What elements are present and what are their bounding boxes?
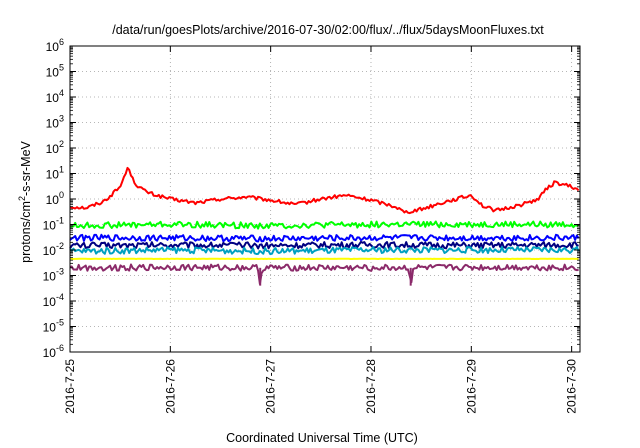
chart-title: /data/run/goesPlots/archive/2016-07-30/0… — [112, 23, 544, 37]
y-tick-label: 10-6 — [43, 343, 64, 360]
y-axis-title: protons/cm2-s-sr-MeV — [17, 140, 33, 262]
y-tick-label: 10-2 — [43, 241, 64, 258]
x-tick-label: 2016-7-25 — [63, 359, 77, 414]
series-line-2 — [69, 220, 580, 230]
y-tick-label: 106 — [46, 37, 64, 54]
series-line-1 — [69, 166, 580, 215]
series-line-7 — [69, 263, 579, 285]
y-axis-title-rest: -s-sr-MeV — [19, 140, 33, 196]
x-tick-label: 2016-7-27 — [264, 359, 278, 414]
y-tick-label: 100 — [46, 190, 64, 207]
series-line-4 — [69, 240, 579, 250]
y-tick-label: 103 — [46, 114, 64, 131]
y-tick-label: 101 — [46, 165, 64, 182]
series-line-5 — [69, 245, 580, 256]
x-tick-label: 2016-7-26 — [163, 359, 177, 414]
y-tick-label: 105 — [46, 63, 64, 80]
y-tick-label: 104 — [46, 88, 64, 105]
y-tick-label: 102 — [46, 139, 64, 156]
x-axis-title: Coordinated Universal Time (UTC) — [226, 431, 418, 445]
x-tick-label: 2016-7-30 — [565, 359, 579, 414]
y-axis: 10-6 10-5 10-4 10-3 10-2 10-1 100 101 102 103 104 1… — [43, 37, 580, 360]
y-tick-label: 10-1 — [43, 216, 64, 233]
y-axis-title-sup: 2 — [17, 196, 27, 201]
y-tick-label: 10-5 — [43, 318, 64, 335]
series-line-3 — [69, 233, 580, 243]
series-group — [69, 166, 580, 286]
y-tick-label: 10-4 — [43, 292, 64, 309]
y-tick-label: 10-3 — [43, 267, 64, 284]
x-tick-label: 2016-7-28 — [364, 359, 378, 414]
x-axis: 2016-7-25 2016-7-26 2016-7-27 2016-7-28 2016… — [63, 46, 579, 414]
y-axis-title-base: protons/cm — [19, 201, 33, 263]
x-tick-label: 2016-7-29 — [464, 359, 478, 414]
